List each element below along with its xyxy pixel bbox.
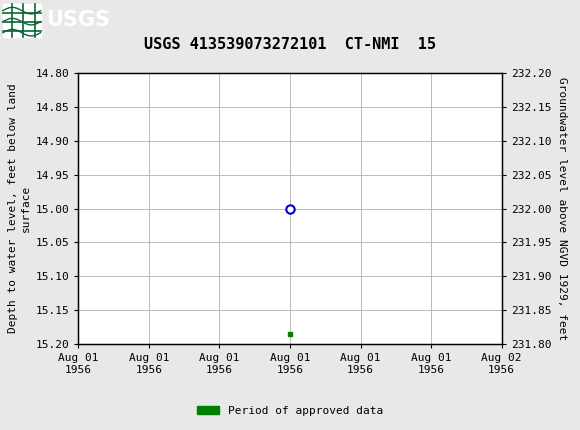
Text: USGS 413539073272101  CT-NMI  15: USGS 413539073272101 CT-NMI 15 [144,37,436,52]
Text: USGS: USGS [46,10,110,31]
Y-axis label: Groundwater level above NGVD 1929, feet: Groundwater level above NGVD 1929, feet [557,77,567,340]
Bar [3,4,41,37]
Legend: Period of approved data: Period of approved data [193,401,387,420]
Y-axis label: Depth to water level, feet below land
surface: Depth to water level, feet below land su… [8,84,31,333]
